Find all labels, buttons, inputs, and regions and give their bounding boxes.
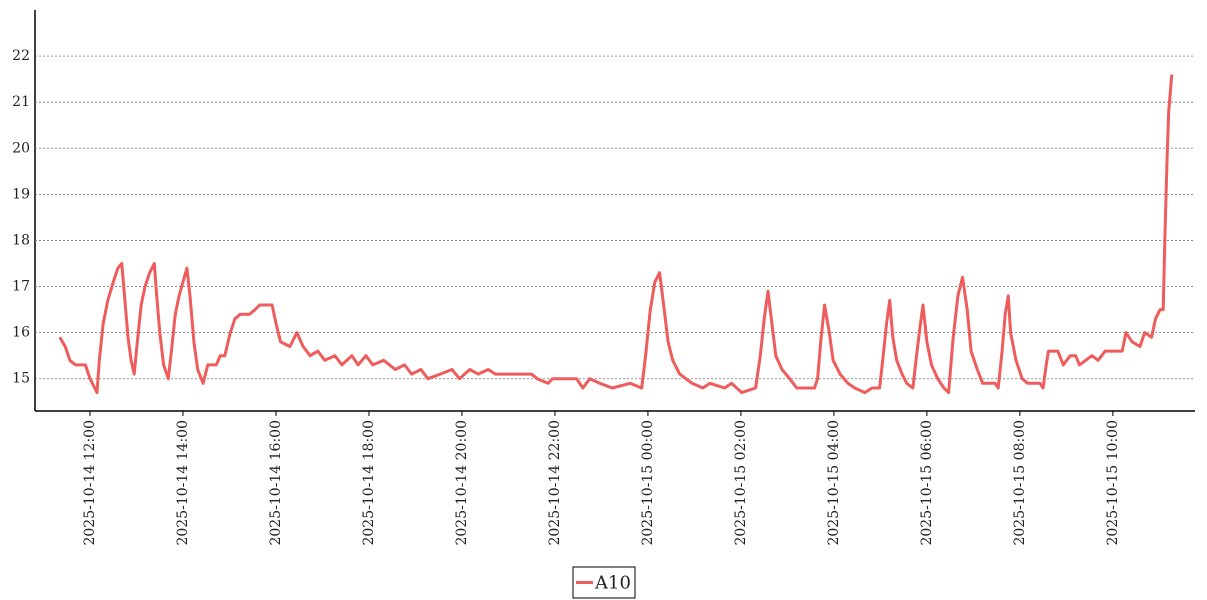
x-tick-label: 2025-10-15 02:00: [733, 420, 749, 546]
series-line: [58, 74, 1174, 395]
y-tick-label: 22: [12, 48, 30, 64]
legend-box: [572, 566, 636, 599]
y-tick-label: 16: [12, 325, 30, 341]
x-tick-label: 2025-10-14 18:00: [361, 420, 377, 546]
x-tick-label: 2025-10-14 16:00: [268, 420, 284, 546]
x-tick-label: 2025-10-15 04:00: [826, 420, 842, 546]
legend: A10: [572, 566, 636, 599]
x-tick-label: 2025-10-14 22:00: [547, 420, 563, 546]
y-tick-label: 17: [12, 279, 30, 295]
x-tick-label: 2025-10-15 06:00: [919, 420, 935, 546]
x-tick-label: 2025-10-14 12:00: [82, 420, 98, 546]
x-tick-label: 2025-10-15 00:00: [640, 420, 656, 546]
x-tick-label: 2025-10-15 08:00: [1012, 420, 1028, 546]
y-tick-label: 20: [12, 140, 30, 156]
legend-label: A10: [594, 573, 631, 594]
x-tick-label: 2025-10-14 14:00: [175, 420, 191, 546]
y-tick-label: 15: [12, 371, 30, 387]
x-tick-label: 2025-10-14 20:00: [454, 420, 470, 546]
y-tick-label: 21: [12, 94, 30, 110]
y-tick-label: 18: [12, 232, 30, 248]
y-tick-label: 19: [12, 186, 30, 202]
x-tick-label: 2025-10-15 10:00: [1105, 420, 1121, 546]
